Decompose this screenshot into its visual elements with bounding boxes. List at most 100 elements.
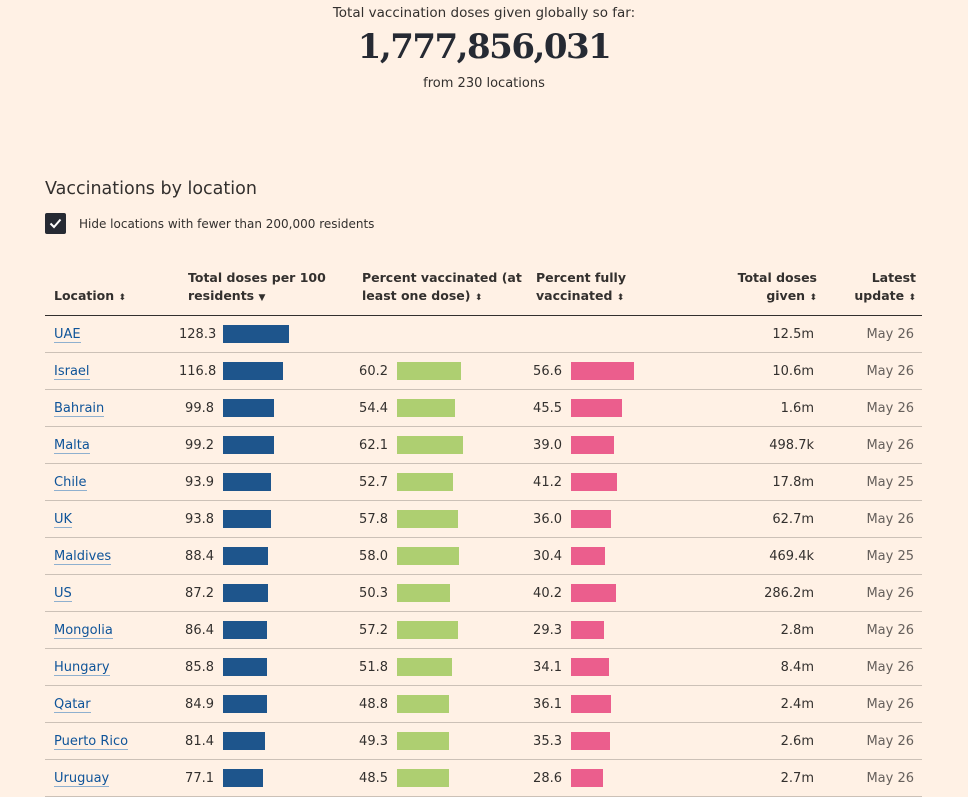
table-row: UAE 128.3 12.5m May 26 [45, 315, 922, 353]
cell-pct: 50.3 [353, 574, 527, 612]
latest-update-value: May 26 [824, 611, 922, 649]
doses-per-100-bar [223, 436, 274, 454]
cell-full: 40.2 [527, 574, 693, 612]
cell-per100: 99.2 [179, 426, 353, 464]
value-per100: 99.2 [185, 437, 214, 453]
sort-update-header[interactable]: Latest update ⬍ [824, 267, 922, 316]
value-full: 35.3 [533, 733, 562, 749]
header-doses-per-100-line1: Total doses per 100 [188, 270, 326, 285]
cell-location: Hungary [45, 648, 179, 686]
cell-location: UAE [45, 315, 179, 353]
pct-vaccinated-bar [397, 732, 449, 750]
location-link[interactable]: Uruguay [54, 770, 110, 787]
latest-update-value: May 26 [824, 315, 922, 353]
header-total-doses-line2: given [766, 288, 806, 303]
sort-icon: ⬍ [118, 293, 127, 303]
table-row: Israel 116.8 60.2 56.6 10.6m May 26 [45, 352, 922, 390]
population-filter[interactable]: Hide locations with fewer than 200,000 r… [45, 213, 374, 234]
value-pct: 62.1 [359, 437, 388, 453]
sort-icon: ⬍ [809, 293, 817, 303]
cell-full [527, 315, 693, 353]
location-link[interactable]: UAE [54, 326, 81, 343]
pct-vaccinated-bar [397, 547, 459, 565]
sort-location-header[interactable]: Location ⬍ [45, 267, 179, 316]
location-link[interactable]: UK [54, 511, 73, 528]
location-link[interactable]: Israel [54, 363, 90, 380]
total-doses-value: 498.7k [693, 426, 824, 464]
sort-doses-per-100-header[interactable]: Total doses per 100 residents ▼ [179, 267, 353, 316]
cell-full: 39.0 [527, 426, 693, 464]
value-per100: 99.8 [185, 400, 214, 416]
value-per100: 85.8 [185, 659, 214, 675]
cell-pct: 58.0 [353, 537, 527, 575]
cell-location: Bahrain [45, 389, 179, 427]
table-row: Malta 99.2 62.1 39.0 498.7k May 26 [45, 426, 922, 464]
filter-checkbox[interactable] [45, 213, 66, 234]
cell-per100: 116.8 [179, 352, 353, 390]
value-full: 56.6 [533, 363, 562, 379]
value-per100: 84.9 [185, 696, 214, 712]
table-row: Hungary 85.8 51.8 34.1 8.4m May 26 [45, 648, 922, 686]
location-link[interactable]: US [54, 585, 72, 602]
latest-update-value: May 26 [824, 500, 922, 538]
doses-per-100-bar [223, 621, 267, 639]
sort-pct-fully-header[interactable]: Percent fully vaccinated ⬍ [527, 267, 693, 316]
cell-pct: 49.3 [353, 722, 527, 760]
pct-fully-bar [571, 658, 609, 676]
value-per100: 81.4 [185, 733, 214, 749]
sort-pct-vaccinated-header[interactable]: Percent vaccinated (at least one dose) ⬍ [353, 267, 527, 316]
cell-full: 34.1 [527, 648, 693, 686]
cell-pct: 48.5 [353, 759, 527, 797]
value-pct: 49.3 [359, 733, 388, 749]
cell-pct: 48.8 [353, 685, 527, 723]
cell-full: 56.6 [527, 352, 693, 390]
doses-per-100-bar [223, 584, 268, 602]
sort-total-doses-header[interactable]: Total doses given ⬍ [693, 267, 824, 316]
pct-vaccinated-bar [397, 510, 458, 528]
chevron-down-icon: ▼ [258, 293, 266, 303]
header-location-label: Location [54, 288, 115, 303]
header-pct-fully-line1: Percent fully [536, 270, 626, 285]
value-full: 36.0 [533, 511, 562, 527]
table-row: Qatar 84.9 48.8 36.1 2.4m May 26 [45, 685, 922, 723]
cell-full: 35.3 [527, 722, 693, 760]
table-row: Maldives 88.4 58.0 30.4 469.4k May 25 [45, 537, 922, 575]
cell-pct: 62.1 [353, 426, 527, 464]
latest-update-value: May 26 [824, 722, 922, 760]
doses-per-100-bar [223, 769, 263, 787]
pct-fully-bar [571, 362, 634, 380]
location-link[interactable]: Chile [54, 474, 87, 491]
location-link[interactable]: Hungary [54, 659, 110, 676]
location-link[interactable]: Malta [54, 437, 90, 454]
pct-fully-bar [571, 621, 604, 639]
header-doses-per-100-line2: residents [188, 288, 255, 303]
total-doses-value: 286.2m [693, 574, 824, 612]
location-link[interactable]: Bahrain [54, 400, 105, 417]
cell-full: 45.5 [527, 389, 693, 427]
filter-label: Hide locations with fewer than 200,000 r… [79, 216, 375, 231]
value-pct: 54.4 [359, 400, 388, 416]
value-full: 36.1 [533, 696, 562, 712]
location-link[interactable]: Puerto Rico [54, 733, 129, 750]
cell-full: 41.2 [527, 463, 693, 501]
total-doses-value: 62.7m [693, 500, 824, 538]
location-link[interactable]: Qatar [54, 696, 91, 713]
pct-vaccinated-bar [397, 399, 455, 417]
latest-update-value: May 26 [824, 426, 922, 464]
header-total-doses-line1: Total doses [737, 270, 817, 285]
location-link[interactable]: Mongolia [54, 622, 113, 639]
pct-vaccinated-bar [397, 473, 453, 491]
pct-fully-bar [571, 695, 611, 713]
pct-vaccinated-bar [397, 436, 463, 454]
doses-per-100-bar [223, 732, 265, 750]
doses-per-100-bar [223, 399, 274, 417]
cell-per100: 81.4 [179, 722, 353, 760]
pct-vaccinated-bar [397, 621, 458, 639]
pct-vaccinated-bar [397, 584, 450, 602]
cell-location: UK [45, 500, 179, 538]
cell-location: Qatar [45, 685, 179, 723]
location-link[interactable]: Maldives [54, 548, 112, 565]
sort-icon: ⬍ [474, 293, 483, 303]
pct-fully-bar [571, 510, 611, 528]
value-per100: 87.2 [185, 585, 214, 601]
